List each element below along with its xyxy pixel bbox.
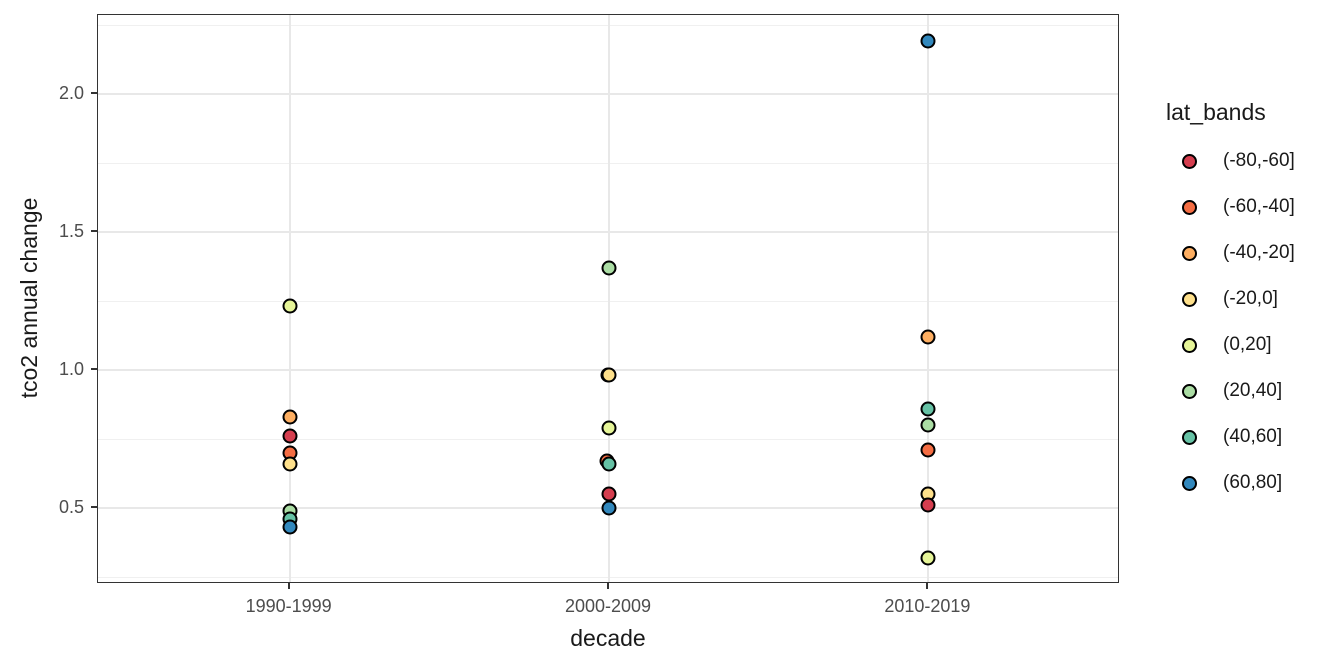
legend-item: (-80,-60] — [1166, 146, 1295, 176]
y-axis-tick-label: 1.5 — [58, 220, 84, 241]
data-point — [920, 497, 936, 513]
legend-title: lat_bands — [1166, 99, 1266, 125]
legend-item: (60,80] — [1166, 468, 1295, 498]
legend-item-label: (60,80] — [1223, 472, 1283, 493]
data-point — [282, 409, 298, 425]
y-axis-tick — [91, 229, 97, 232]
y-axis-tick — [91, 367, 97, 370]
data-point — [601, 367, 617, 383]
x-axis-tick-label: 2010-2019 — [884, 596, 971, 616]
data-point — [282, 428, 298, 444]
legend-item: (0,20] — [1166, 330, 1295, 360]
data-point — [601, 500, 617, 516]
y-axis-tick-label: 0.5 — [58, 497, 84, 518]
data-point — [282, 519, 298, 535]
gridline-vertical — [288, 15, 291, 582]
legend-item-label: (-20,0] — [1223, 288, 1278, 309]
data-point — [601, 486, 617, 502]
legend-key-point — [1182, 383, 1197, 399]
data-point — [920, 442, 936, 458]
x-axis-tick — [926, 583, 929, 589]
data-point — [920, 401, 936, 417]
legend-key-point — [1182, 153, 1197, 169]
data-point — [601, 420, 617, 436]
legend-key-point — [1182, 291, 1197, 307]
legend-item: (-60,-40] — [1166, 192, 1295, 222]
legend-key-point — [1182, 475, 1197, 491]
legend-key-point — [1182, 429, 1197, 445]
legend-item-label: (0,20] — [1223, 334, 1272, 355]
data-point — [282, 298, 298, 314]
legend-item-label: (40,60] — [1223, 426, 1283, 447]
data-point — [920, 329, 936, 345]
data-point — [601, 260, 617, 276]
x-axis-tick — [287, 583, 290, 589]
gridline-vertical — [608, 15, 610, 582]
legend-item-label: (-60,-40] — [1223, 196, 1295, 217]
legend-item-label: (-40,-20] — [1223, 242, 1295, 263]
x-axis-tick — [607, 583, 609, 589]
y-axis-tick-label: 2.0 — [58, 82, 84, 103]
legend-item: (40,60] — [1166, 422, 1295, 452]
plot-panel — [97, 14, 1119, 583]
legend-key-point — [1182, 199, 1197, 215]
y-axis-tick — [91, 91, 97, 94]
data-point — [920, 33, 936, 49]
x-axis-tick-label: 2000-2009 — [564, 596, 652, 616]
legend-item: (-40,-20] — [1166, 238, 1295, 268]
y-axis-tick — [91, 506, 97, 509]
data-point — [920, 550, 936, 566]
y-axis-tick-label: 1.0 — [58, 358, 84, 379]
data-point — [601, 456, 617, 472]
legend-key-point — [1182, 245, 1197, 261]
legend-key-point — [1182, 337, 1197, 353]
legend-item-label: (20,40] — [1223, 380, 1283, 401]
legend-item: (-20,0] — [1166, 284, 1295, 314]
data-point — [920, 417, 936, 433]
legend-items: (-80,-60] (-60,-40] (-40,-20] (-20,0] (0,20]… — [1166, 146, 1295, 498]
x-axis-title: decade — [570, 625, 646, 651]
legend-item-label: (-80,-60] — [1223, 150, 1295, 171]
legend-item: (20,40] — [1166, 376, 1295, 406]
x-axis-tick-label: 1990-1999 — [245, 596, 332, 616]
gridline-vertical — [927, 15, 930, 582]
legend: lat_bands (-80,-60] (-60,-40] (-40,-20] (-2… — [1166, 99, 1295, 498]
data-point — [282, 456, 298, 472]
